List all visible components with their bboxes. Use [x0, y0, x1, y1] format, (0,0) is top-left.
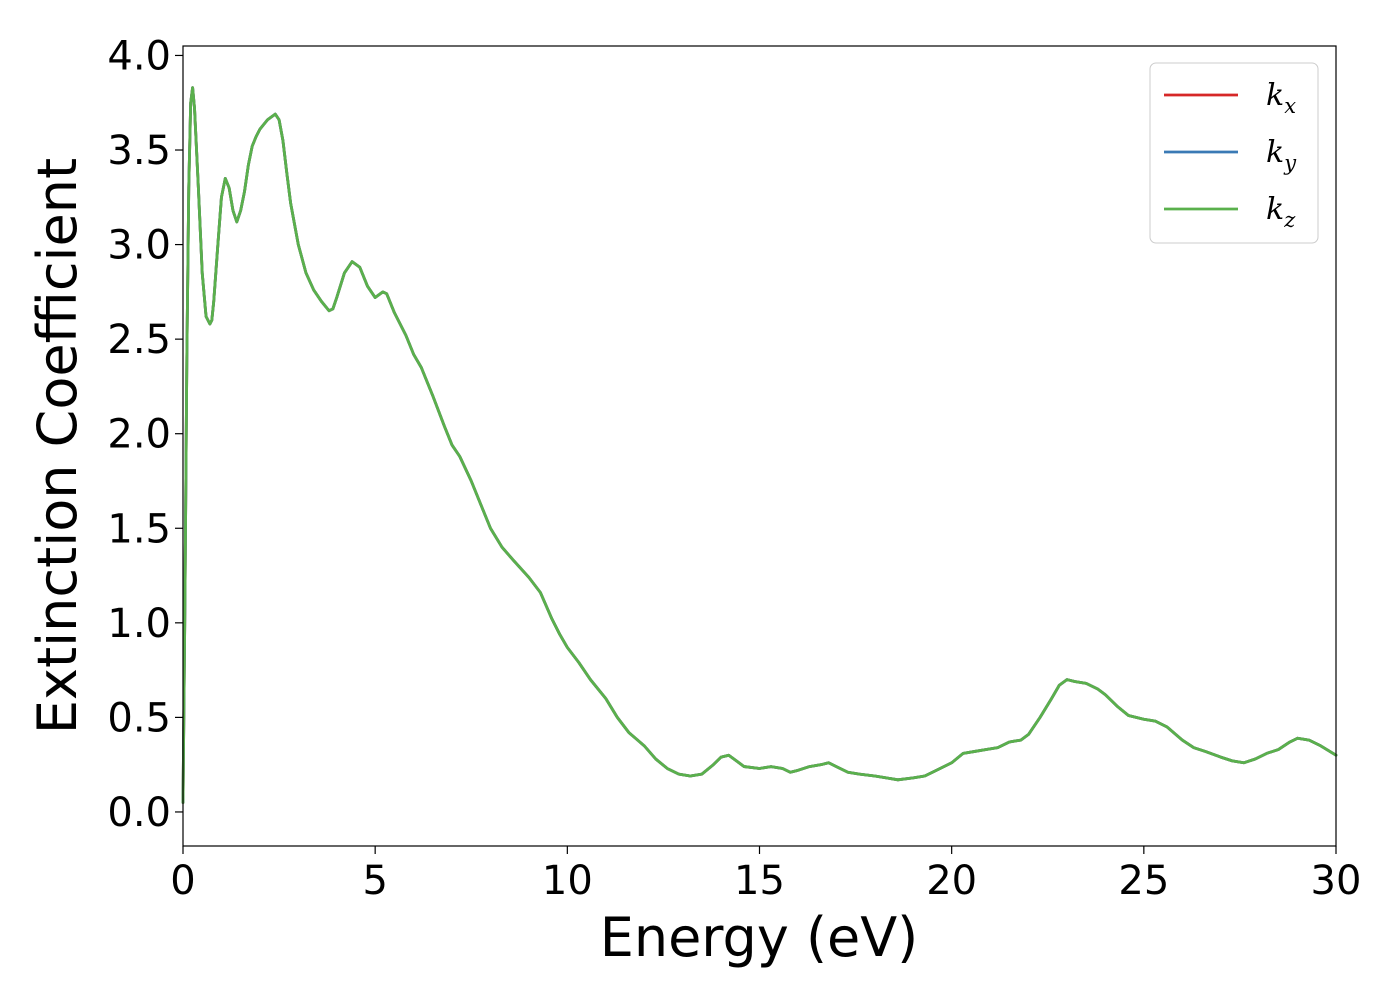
x-tick-label: 30 — [1311, 858, 1362, 904]
y-tick-label: 0.0 — [107, 790, 171, 836]
y-tick-label: 4.0 — [107, 33, 171, 79]
x-tick-label: 25 — [1118, 858, 1169, 904]
y-axis-label: Extinction Coefficient — [26, 158, 89, 734]
x-tick-label: 10 — [542, 858, 593, 904]
legend-label-kx: kx — [1266, 78, 1296, 118]
x-tick-label: 0 — [170, 858, 195, 904]
x-axis-label: Energy (eV) — [600, 906, 919, 969]
x-axis-ticks: 0 5 10 15 20 25 30 — [170, 846, 1361, 904]
legend: kx ky kz — [1149, 62, 1319, 244]
x-tick-label: 15 — [734, 858, 785, 904]
series-line-kz — [181, 86, 1338, 804]
y-tick-label: 2.0 — [107, 412, 171, 458]
y-tick-label: 1.5 — [107, 506, 171, 552]
legend-label-ky: ky — [1266, 135, 1297, 175]
y-axis-ticks: 0.0 0.5 1.0 1.5 2.0 2.5 3.0 3.5 4.0 — [107, 33, 183, 836]
y-tick-label: 2.5 — [107, 317, 171, 363]
y-tick-label: 1.0 — [107, 601, 171, 647]
legend-label-kz: kz — [1266, 192, 1296, 232]
y-tick-label: 3.0 — [107, 223, 171, 269]
x-tick-label: 20 — [926, 858, 977, 904]
series-layer — [181, 86, 1338, 804]
legend-entries: kx ky kz — [1164, 78, 1297, 232]
x-tick-label: 5 — [362, 858, 387, 904]
y-tick-label: 0.5 — [107, 695, 171, 741]
y-tick-label: 3.5 — [107, 128, 171, 174]
